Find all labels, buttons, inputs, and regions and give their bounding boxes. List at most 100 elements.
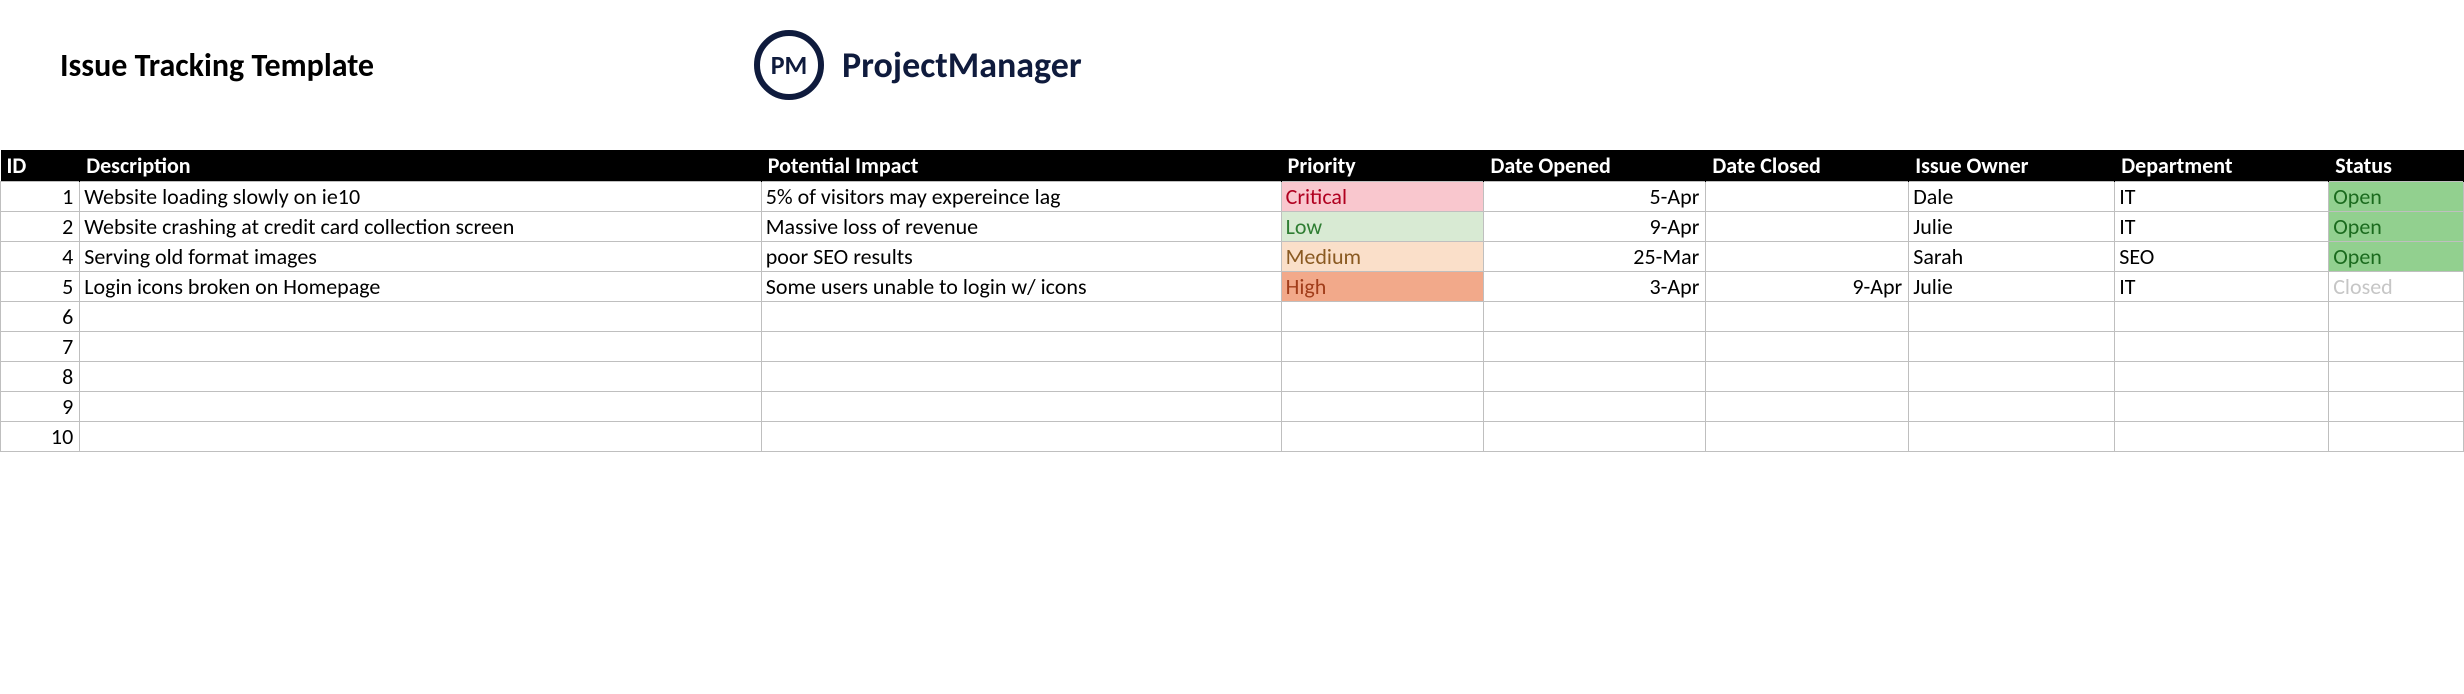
cell-status[interactable]: Open [2329, 182, 2464, 212]
cell-date-opened[interactable] [1484, 332, 1706, 362]
col-header-description[interactable]: Description [80, 150, 762, 182]
cell-impact[interactable] [761, 332, 1281, 362]
cell-date-opened[interactable] [1484, 392, 1706, 422]
cell-description[interactable]: Website loading slowly on ie10 [80, 182, 762, 212]
cell-impact[interactable]: poor SEO results [761, 242, 1281, 272]
table-row[interactable]: 1Website loading slowly on ie105% of vis… [1, 182, 2464, 212]
cell-priority[interactable]: Critical [1281, 182, 1484, 212]
cell-owner[interactable]: Julie [1909, 272, 2115, 302]
table-row[interactable]: 7 [1, 332, 2464, 362]
cell-date-opened[interactable]: 25-Mar [1484, 242, 1706, 272]
cell-owner[interactable]: Dale [1909, 182, 2115, 212]
cell-status[interactable] [2329, 302, 2464, 332]
col-header-date-closed[interactable]: Date Closed [1706, 150, 1909, 182]
cell-description[interactable] [80, 362, 762, 392]
table-row[interactable]: 8 [1, 362, 2464, 392]
cell-department[interactable]: SEO [2115, 242, 2329, 272]
cell-id[interactable]: 7 [1, 332, 80, 362]
cell-owner[interactable] [1909, 302, 2115, 332]
cell-description[interactable] [80, 422, 762, 452]
col-header-id[interactable]: ID [1, 150, 80, 182]
cell-impact[interactable] [761, 422, 1281, 452]
cell-id[interactable]: 8 [1, 362, 80, 392]
table-row[interactable]: 2Website crashing at credit card collect… [1, 212, 2464, 242]
cell-id[interactable]: 1 [1, 182, 80, 212]
cell-priority[interactable]: Low [1281, 212, 1484, 242]
cell-status[interactable] [2329, 422, 2464, 452]
cell-status[interactable]: Closed [2329, 272, 2464, 302]
cell-department[interactable]: IT [2115, 272, 2329, 302]
cell-date-closed[interactable] [1706, 212, 1909, 242]
cell-impact[interactable] [761, 302, 1281, 332]
cell-department[interactable] [2115, 302, 2329, 332]
cell-priority[interactable] [1281, 392, 1484, 422]
cell-date-closed[interactable] [1706, 392, 1909, 422]
table-row[interactable]: 5Login icons broken on HomepageSome user… [1, 272, 2464, 302]
cell-priority[interactable] [1281, 362, 1484, 392]
cell-department[interactable]: IT [2115, 182, 2329, 212]
cell-owner[interactable]: Julie [1909, 212, 2115, 242]
table-row[interactable]: 9 [1, 392, 2464, 422]
logo: PM ProjectManager [754, 30, 1082, 100]
cell-description[interactable] [80, 302, 762, 332]
cell-date-opened[interactable]: 3-Apr [1484, 272, 1706, 302]
cell-department[interactable] [2115, 332, 2329, 362]
cell-date-closed[interactable] [1706, 182, 1909, 212]
table-row[interactable]: 6 [1, 302, 2464, 332]
cell-id[interactable]: 9 [1, 392, 80, 422]
cell-priority[interactable]: High [1281, 272, 1484, 302]
cell-date-closed[interactable] [1706, 362, 1909, 392]
cell-date-opened[interactable]: 5-Apr [1484, 182, 1706, 212]
cell-department[interactable] [2115, 392, 2329, 422]
cell-date-opened[interactable]: 9-Apr [1484, 212, 1706, 242]
cell-date-closed[interactable] [1706, 332, 1909, 362]
cell-description[interactable] [80, 332, 762, 362]
cell-owner[interactable] [1909, 332, 2115, 362]
table-row[interactable]: 4Serving old format imagespoor SEO resul… [1, 242, 2464, 272]
cell-date-closed[interactable] [1706, 302, 1909, 332]
col-header-date-opened[interactable]: Date Opened [1484, 150, 1706, 182]
cell-impact[interactable] [761, 362, 1281, 392]
cell-status[interactable] [2329, 332, 2464, 362]
cell-status[interactable]: Open [2329, 242, 2464, 272]
cell-priority[interactable] [1281, 302, 1484, 332]
cell-description[interactable]: Website crashing at credit card collecti… [80, 212, 762, 242]
cell-status[interactable]: Open [2329, 212, 2464, 242]
cell-impact[interactable] [761, 392, 1281, 422]
cell-department[interactable] [2115, 362, 2329, 392]
cell-department[interactable]: IT [2115, 212, 2329, 242]
cell-department[interactable] [2115, 422, 2329, 452]
cell-status[interactable] [2329, 392, 2464, 422]
cell-owner[interactable]: Sarah [1909, 242, 2115, 272]
cell-priority[interactable] [1281, 422, 1484, 452]
cell-id[interactable]: 4 [1, 242, 80, 272]
col-header-department[interactable]: Department [2115, 150, 2329, 182]
cell-priority[interactable] [1281, 332, 1484, 362]
cell-date-opened[interactable] [1484, 362, 1706, 392]
cell-impact[interactable]: 5% of visitors may expereince lag [761, 182, 1281, 212]
col-header-status[interactable]: Status [2329, 150, 2464, 182]
cell-date-closed[interactable] [1706, 242, 1909, 272]
cell-impact[interactable]: Some users unable to login w/ icons [761, 272, 1281, 302]
col-header-owner[interactable]: Issue Owner [1909, 150, 2115, 182]
cell-id[interactable]: 10 [1, 422, 80, 452]
cell-owner[interactable] [1909, 362, 2115, 392]
cell-date-closed[interactable] [1706, 422, 1909, 452]
cell-impact[interactable]: Massive loss of revenue [761, 212, 1281, 242]
cell-description[interactable]: Serving old format images [80, 242, 762, 272]
cell-date-opened[interactable] [1484, 422, 1706, 452]
cell-id[interactable]: 6 [1, 302, 80, 332]
cell-description[interactable]: Login icons broken on Homepage [80, 272, 762, 302]
cell-status[interactable] [2329, 362, 2464, 392]
col-header-priority[interactable]: Priority [1281, 150, 1484, 182]
cell-priority[interactable]: Medium [1281, 242, 1484, 272]
cell-id[interactable]: 2 [1, 212, 80, 242]
cell-date-opened[interactable] [1484, 302, 1706, 332]
cell-date-closed[interactable]: 9-Apr [1706, 272, 1909, 302]
cell-description[interactable] [80, 392, 762, 422]
cell-id[interactable]: 5 [1, 272, 80, 302]
table-row[interactable]: 10 [1, 422, 2464, 452]
cell-owner[interactable] [1909, 422, 2115, 452]
cell-owner[interactable] [1909, 392, 2115, 422]
col-header-impact[interactable]: Potential Impact [761, 150, 1281, 182]
